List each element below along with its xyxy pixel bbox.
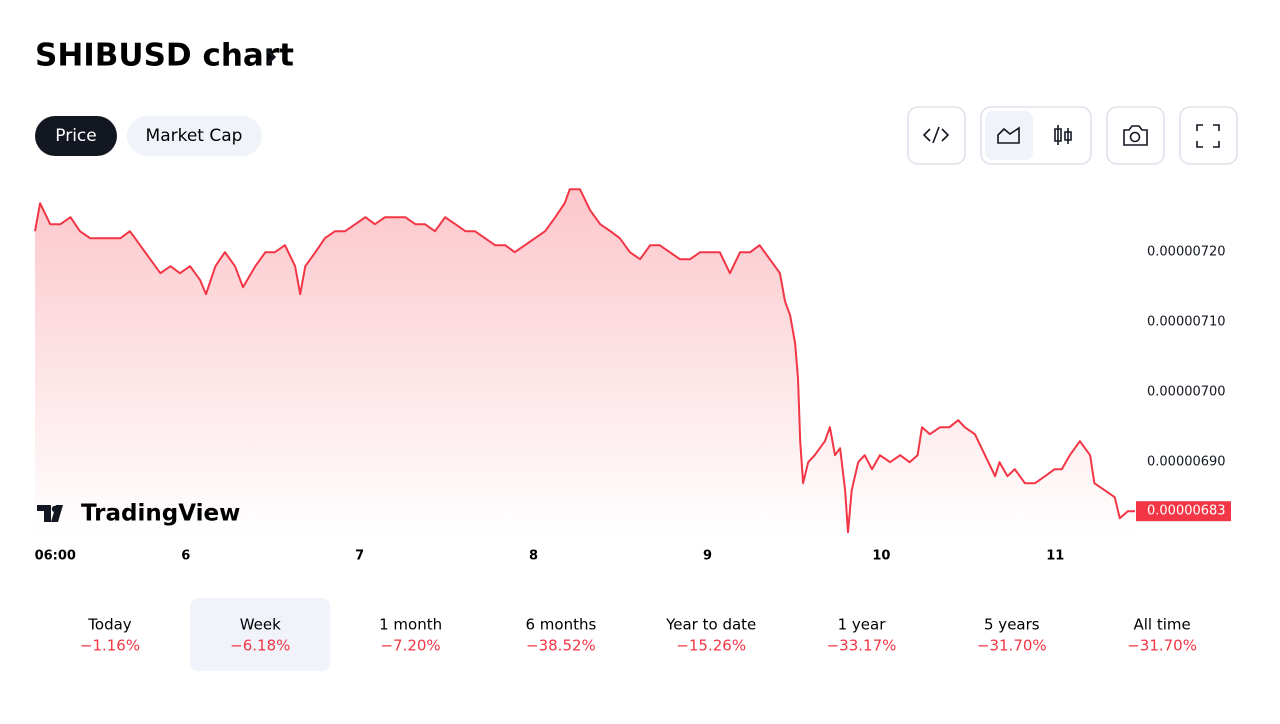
period-change[interactable]: −1.16%	[80, 637, 140, 655]
brand-logo: TradingView	[37, 501, 240, 527]
icon	[1196, 124, 1220, 148]
fullscreen-button[interactable]	[1179, 106, 1238, 165]
icon	[1054, 125, 1072, 145]
brand-name: TradingView	[81, 501, 240, 527]
x-tick-label: 9	[703, 549, 712, 564]
x-tick-label: 6	[181, 549, 190, 564]
page-title[interactable]: SHIBUSD chart	[35, 38, 294, 74]
period-label[interactable]: 6 months	[525, 616, 596, 634]
period-change[interactable]: −33.17%	[827, 637, 897, 655]
tab-market-cap[interactable]	[127, 116, 262, 156]
candle-style-button[interactable]	[1040, 111, 1088, 160]
period-label[interactable]: 1 year	[838, 616, 887, 634]
icon	[997, 126, 1020, 144]
last-price-label: 0.00000683	[1147, 504, 1226, 519]
tab-label[interactable]: Market Cap	[146, 126, 243, 146]
logo-mark	[51, 505, 59, 513]
toolbar	[907, 106, 1238, 165]
x-tick-label: 10	[872, 549, 890, 564]
y-tick-label: 0.00000700	[1147, 385, 1226, 400]
period-selected-bg[interactable]	[190, 598, 331, 671]
plot: 0.00000690 0.00000700 0.00000710 0.00000720…	[34, 188, 1231, 564]
area-style-button[interactable]	[985, 111, 1033, 160]
period-label[interactable]: Year to date	[665, 616, 756, 634]
period-change[interactable]: −7.20%	[380, 637, 440, 655]
y-tick-label: 0.00000690	[1147, 455, 1226, 470]
icon	[1129, 131, 1141, 143]
period-label[interactable]: 5 years	[984, 616, 1040, 634]
icon	[1123, 125, 1148, 146]
area-fill	[35, 189, 1135, 535]
x-tick-label: 7	[355, 549, 364, 564]
embed-button[interactable]	[907, 106, 966, 165]
price-line	[34, 188, 1135, 534]
period-change[interactable]: −15.26%	[676, 637, 746, 655]
y-tick-label: 0.00000710	[1147, 315, 1226, 330]
period-label[interactable]: 1 month	[379, 616, 442, 634]
period-change[interactable]: −6.18%	[230, 637, 290, 655]
title-arrow[interactable]	[265, 48, 277, 66]
screenshot-button[interactable]	[1106, 106, 1165, 165]
period-selector: Today −1.16% Week −6.18% 1 month −7.20% 6 mont…	[80, 598, 1197, 671]
period-change[interactable]: −38.52%	[526, 637, 596, 655]
period-label[interactable]: Today	[87, 616, 132, 634]
x-tick-label: 8	[529, 549, 538, 564]
period-label[interactable]: Week	[240, 616, 281, 634]
tab-label[interactable]: Price	[55, 126, 96, 146]
tab-price[interactable]	[35, 116, 117, 156]
last-price-box	[1136, 501, 1231, 522]
period-label[interactable]: All time	[1133, 616, 1190, 634]
period-change[interactable]: −31.70%	[1127, 637, 1197, 655]
chart-style-group	[980, 106, 1092, 165]
icon	[922, 126, 950, 144]
period-change[interactable]: −31.70%	[977, 637, 1047, 655]
y-tick-label: 0.00000720	[1147, 245, 1226, 260]
x-tick-label: 11	[1046, 549, 1064, 564]
x-tick-label: 06:00	[35, 549, 76, 564]
